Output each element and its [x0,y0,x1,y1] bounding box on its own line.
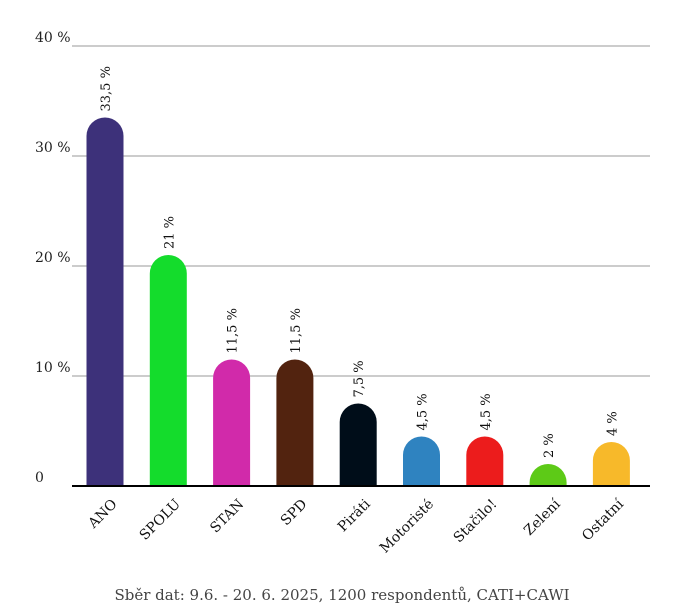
bar-ostatn- [592,442,630,486]
bar-spd [276,359,314,486]
category-label: Stačilo! [451,496,501,546]
y-axis-ticks: 0 10 % 20 % 30 % 40 % [35,30,71,486]
bar-stan [213,359,251,486]
category-label: SPOLU [137,496,184,543]
category-label: SPD [278,496,311,529]
category-label: STAN [207,496,247,536]
y-tick-label: 20 % [35,250,71,266]
data-label: 21 % [162,216,177,249]
data-label: 7,5 % [352,360,367,397]
category-label: Zelení [521,496,564,539]
data-label: 11,5 % [226,308,241,353]
y-tick-label: 10 % [35,360,71,376]
category-label: Piráti [335,496,374,535]
bar-pir-ti [339,403,377,486]
bar-motorist- [403,436,440,486]
bar-zelen- [529,464,567,486]
data-label: 4,5 % [479,393,494,430]
category-label: Motoristé [377,496,437,556]
data-label: 11,5 % [289,308,304,353]
y-tick-label: 30 % [35,140,71,156]
category-label: Ostatní [579,496,627,544]
bar-sta-ilo- [466,436,504,486]
category-labels: ANO SPOLU STAN SPD Piráti Motoristé Stačilo! Ze… [85,496,628,557]
data-label: 4 % [605,411,620,436]
data-labels: 33,5 % 21 % 11,5 % 11,5 % 7,5 % 4,5 % 4,5 % 2 %… [99,66,620,458]
bars [86,117,630,487]
data-label: 2 % [542,433,557,458]
y-tick-label: 0 [35,470,44,486]
y-tick-label: 40 % [35,30,71,46]
bar-ano [86,117,124,487]
category-label: ANO [85,496,121,532]
footer-note: Sběr dat: 9.6. - 20. 6. 2025, 1200 respo… [114,586,569,604]
data-label: 4,5 % [416,393,431,430]
data-label: 33,5 % [99,66,114,111]
bar-spolu [149,255,187,486]
